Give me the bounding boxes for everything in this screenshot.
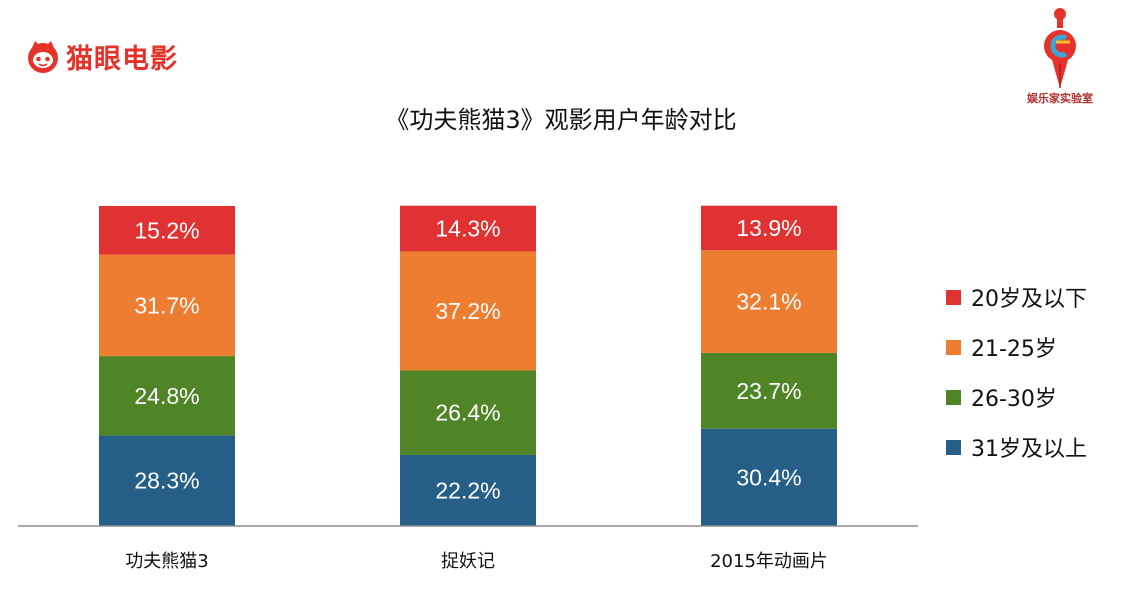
bar-segment xyxy=(701,205,837,251)
brand-name: 猫眼电影 xyxy=(66,44,178,75)
legend-swatch xyxy=(946,289,961,305)
legend-swatch xyxy=(946,389,961,405)
maoyan-logo: 猫眼电影 xyxy=(26,37,178,76)
legend-label: 31岁及以上 xyxy=(971,437,1087,462)
bar-segment xyxy=(701,428,837,526)
bar-segment xyxy=(701,250,837,353)
chart-title: 《功夫熊猫3》观影用户年龄对比 xyxy=(385,106,737,134)
legend-item: 31岁及以上 xyxy=(946,422,1087,472)
legend-label: 21-25岁 xyxy=(971,337,1057,362)
data-label: 31.7% xyxy=(134,292,199,318)
bar-segment xyxy=(99,254,235,357)
legend-label: 26-30岁 xyxy=(971,387,1057,412)
data-label: 22.2% xyxy=(435,477,500,503)
partner-logo: 娱乐家实验室 xyxy=(1012,4,1108,114)
data-label: 14.3% xyxy=(435,216,500,242)
bar-segment xyxy=(400,454,536,526)
bar-segment xyxy=(400,370,536,455)
data-label: 30.4% xyxy=(736,464,801,490)
legend-item: 21-25岁 xyxy=(946,322,1087,372)
data-label: 26.4% xyxy=(435,400,500,426)
bar-segment xyxy=(99,356,235,436)
legend-item: 26-30岁 xyxy=(946,372,1087,422)
bar-segment xyxy=(400,205,536,252)
bar-segment xyxy=(400,251,536,371)
data-label: 32.1% xyxy=(736,289,801,315)
x-tick-label: 功夫熊猫3 xyxy=(125,551,208,572)
data-label: 37.2% xyxy=(435,298,500,324)
x-tick-label: 捉妖记 xyxy=(441,551,495,572)
cat-face-icon xyxy=(28,40,58,73)
legend-swatch xyxy=(946,439,961,455)
bar-segment xyxy=(701,352,837,429)
x-tick-label: 2015年动画片 xyxy=(710,551,828,572)
data-label: 13.9% xyxy=(736,215,801,241)
partner-name: 娱乐家实验室 xyxy=(1027,92,1093,105)
data-label: 15.2% xyxy=(134,217,199,243)
legend-item: 20岁及以下 xyxy=(946,272,1087,322)
pen-c-logo-icon xyxy=(1044,8,1076,88)
data-label: 24.8% xyxy=(134,383,199,409)
bar-segment xyxy=(99,435,235,526)
legend: 20岁及以下 21-25岁 26-30岁 31岁及以上 xyxy=(946,272,1087,472)
bar-segment xyxy=(99,206,235,255)
legend-swatch xyxy=(946,339,961,355)
legend-label: 20岁及以下 xyxy=(971,287,1087,312)
data-label: 23.7% xyxy=(736,378,801,404)
data-label: 28.3% xyxy=(134,468,199,494)
